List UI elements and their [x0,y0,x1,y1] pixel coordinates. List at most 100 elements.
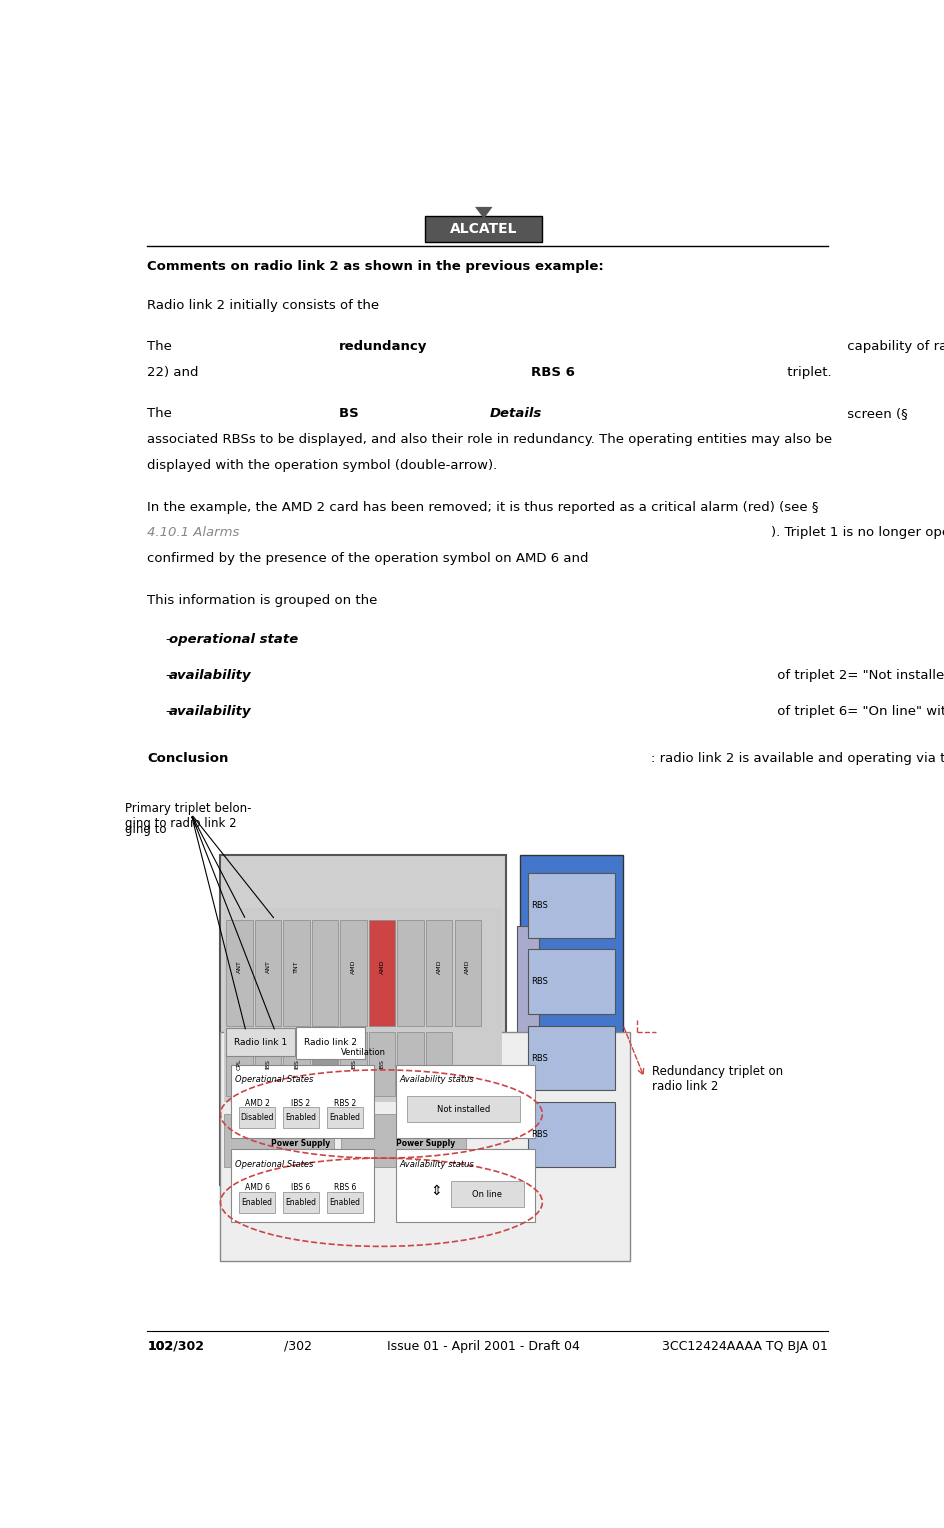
Bar [327,1106,363,1128]
Bar [528,1102,615,1167]
Bar [227,920,253,1025]
Text: Enabled: Enabled [242,1198,273,1207]
Text: AMD: AMD [437,960,442,975]
Bar [283,920,310,1025]
Text: RBS: RBS [531,1131,548,1138]
Text: RBS 6: RBS 6 [333,1184,356,1192]
Text: ANT: ANT [237,961,242,973]
Text: RBS: RBS [531,900,548,909]
Text: IBS: IBS [294,1059,299,1070]
FancyBboxPatch shape [425,217,542,241]
Text: capability of radio link 2 comes with the installation of the: capability of radio link 2 comes with th… [843,341,944,353]
Bar [255,1031,281,1097]
Text: Enabled: Enabled [285,1112,316,1122]
Text: Availability status: Availability status [399,1160,475,1169]
Bar [312,1031,338,1097]
Text: Radio link 2: Radio link 2 [304,1038,357,1047]
FancyBboxPatch shape [227,1028,295,1056]
Text: AMD 2: AMD 2 [244,1099,269,1108]
Bar [426,920,452,1025]
Text: –: – [165,633,172,645]
Text: Operational States: Operational States [235,1076,313,1085]
Text: ANT: ANT [265,961,271,973]
Text: In the example, the AMD 2 card has been removed; it is thus reported as a critic: In the example, the AMD 2 card has been … [147,501,818,513]
Bar [239,1192,276,1213]
Text: 3CC12424AAAA TQ BJA 01: 3CC12424AAAA TQ BJA 01 [662,1340,828,1352]
Text: BS: BS [339,408,363,420]
Bar [255,920,281,1025]
Bar [341,1114,465,1167]
Text: Power Supply: Power Supply [396,1138,455,1148]
Text: availability: availability [169,704,252,718]
Text: AMD: AMD [465,960,470,975]
Bar [451,1181,524,1207]
Text: ). Triplet 1 is no longer operational: consequently, switch-over was to triplet : ). Triplet 1 is no longer operational: c… [770,527,944,539]
Bar [396,1065,535,1137]
Text: operational state: operational state [169,633,298,645]
Text: RBS: RBS [531,976,548,986]
Bar [341,920,367,1025]
Bar [221,856,506,1184]
Bar [397,920,424,1025]
Text: RBS 2: RBS 2 [333,1099,356,1108]
Bar [455,920,480,1025]
Text: ⇕: ⇕ [430,1184,442,1198]
Bar [426,1031,452,1097]
Text: IBS 6: IBS 6 [292,1184,311,1192]
Bar [528,949,615,1015]
Bar [239,1106,276,1128]
Bar [224,1114,334,1167]
Text: ging to: ging to [126,824,171,836]
Text: Ventilation: Ventilation [341,1048,385,1057]
Bar [221,1031,631,1261]
Text: AMD 6: AMD 6 [244,1184,269,1192]
Bar [341,1031,367,1097]
Text: AMD: AMD [379,960,384,975]
Text: Radio link 1: Radio link 1 [234,1038,287,1047]
Text: 102: 102 [147,1340,174,1352]
Text: Conclusion: Conclusion [147,752,228,764]
Text: RBS 6: RBS 6 [531,367,575,379]
Text: Operational States: Operational States [235,1160,313,1169]
Text: Enabled: Enabled [285,1198,316,1207]
Bar [407,1097,520,1122]
Text: redundancy: redundancy [339,341,428,353]
Text: 4.10.1 Alarms: 4.10.1 Alarms [147,527,240,539]
Text: of triplet 6= "On line" with operation symbol present.: of triplet 6= "On line" with operation s… [773,704,944,718]
Bar [528,872,615,938]
Text: –: – [165,669,172,681]
Text: Enabled: Enabled [329,1198,361,1207]
Bar [282,1106,319,1128]
Text: screen (§: screen (§ [843,408,912,420]
Bar [231,1065,374,1137]
Bar [282,1192,319,1213]
Bar [283,1031,310,1097]
Bar [396,1149,535,1222]
Text: This information is grouped on the: This information is grouped on the [147,594,382,607]
Polygon shape [475,206,493,219]
Bar [369,920,396,1025]
Text: RBS: RBS [531,1054,548,1062]
Text: IBS: IBS [379,1059,384,1070]
Text: Power Supply: Power Supply [271,1138,330,1148]
Text: displayed with the operation symbol (double-arrow).: displayed with the operation symbol (dou… [147,458,497,472]
Text: The: The [147,341,177,353]
Text: /302: /302 [283,1340,312,1352]
Text: ALCATEL: ALCATEL [450,222,517,237]
Text: IBS: IBS [351,1059,356,1070]
Text: AMD: AMD [351,960,356,975]
Bar [327,1192,363,1213]
Text: 22) and: 22) and [147,367,203,379]
Text: IBS 2: IBS 2 [292,1099,311,1108]
Bar [312,920,338,1025]
Text: associated RBSs to be displayed, and also their role in redundancy. The operatin: associated RBSs to be displayed, and als… [147,434,833,446]
Text: Not installed: Not installed [437,1105,490,1114]
Text: : radio link 2 is available and operating via triplet 6.: : radio link 2 is available and operatin… [650,752,944,764]
Bar [397,1031,424,1097]
Bar [227,1031,253,1097]
Text: The: The [147,408,177,420]
Text: of triplet 2= "Not installed",: of triplet 2= "Not installed", [773,669,944,681]
Text: CPL: CPL [237,1059,242,1070]
Bar [369,1031,396,1097]
Bar [224,908,502,1102]
